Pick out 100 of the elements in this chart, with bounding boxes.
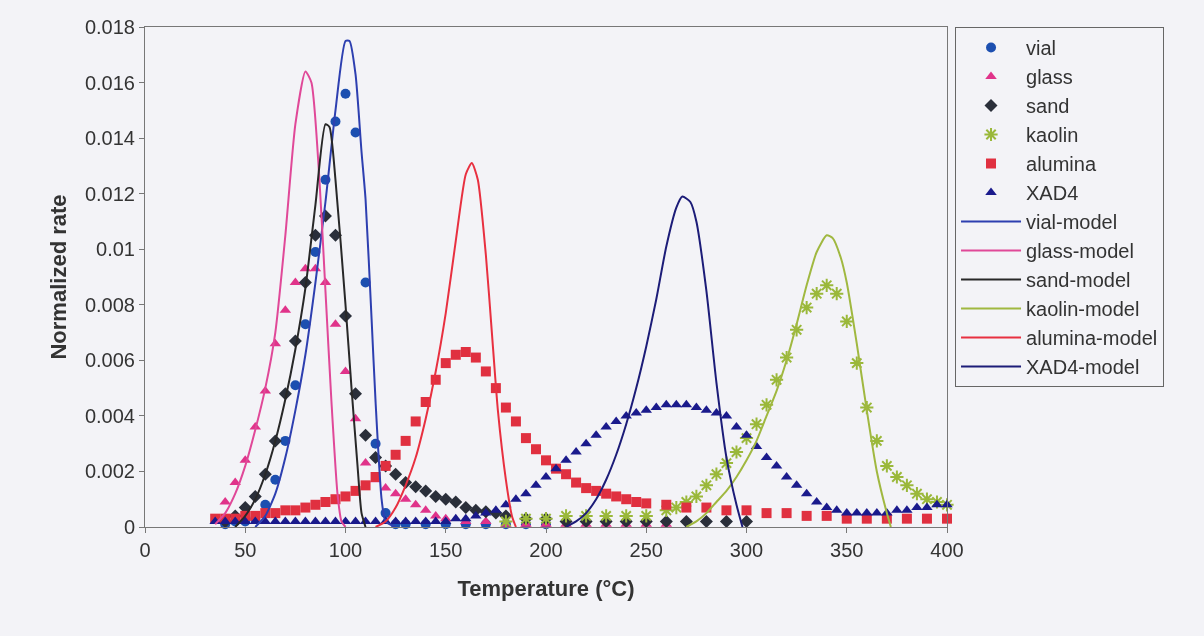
point — [801, 510, 812, 521]
legend-label: kaolin-model — [1026, 298, 1140, 321]
point — [641, 498, 652, 509]
point — [229, 477, 241, 486]
y-axis-title: Normalized rate — [45, 194, 71, 360]
legend-label: vial — [1026, 37, 1057, 60]
y-tick-label: 0.008 — [84, 293, 135, 316]
x-tick-label: 350 — [830, 539, 864, 561]
point — [688, 488, 704, 505]
point — [400, 435, 411, 446]
point — [500, 402, 511, 413]
point — [929, 494, 945, 510]
point — [939, 497, 955, 513]
point — [921, 513, 932, 524]
point — [450, 349, 461, 360]
point — [409, 480, 423, 494]
point — [429, 489, 443, 503]
point — [530, 444, 541, 455]
point — [679, 514, 693, 528]
point — [611, 491, 622, 502]
point — [879, 458, 895, 474]
point — [789, 322, 805, 338]
point — [571, 477, 582, 488]
point — [761, 508, 772, 519]
point — [869, 433, 885, 449]
point — [781, 508, 792, 519]
y-tick-label: 0.012 — [84, 182, 135, 205]
line-series — [374, 162, 517, 527]
legend-label: XAD4-model — [1026, 356, 1140, 379]
point — [728, 444, 745, 460]
legend-label: glass — [1026, 66, 1073, 89]
point — [470, 352, 481, 363]
y-tick-label: 0.004 — [84, 404, 135, 427]
point — [510, 416, 521, 427]
point — [578, 508, 594, 524]
x-tick-label: 250 — [629, 539, 663, 561]
point — [561, 469, 572, 480]
y-tick-label: 0.006 — [84, 349, 135, 372]
point — [821, 510, 832, 521]
x-tick-label: 400 — [930, 539, 964, 561]
point — [459, 501, 473, 515]
point — [558, 508, 574, 524]
point — [419, 484, 433, 498]
point — [638, 508, 654, 524]
point — [320, 497, 331, 507]
point — [460, 347, 471, 357]
point — [758, 397, 775, 413]
point — [270, 508, 281, 519]
point — [719, 514, 733, 528]
point — [340, 491, 351, 502]
x-tick-label: 300 — [729, 539, 764, 561]
point — [440, 358, 451, 369]
legend-label: vial-model — [1026, 211, 1118, 234]
point — [819, 277, 835, 293]
point — [290, 505, 301, 516]
x-tick-label: 200 — [529, 539, 563, 561]
y-tick-label: 0 — [123, 516, 135, 538]
point — [601, 488, 612, 499]
point — [328, 228, 342, 242]
x-axis-title: Temperature (°C) — [457, 575, 635, 601]
point — [901, 513, 912, 524]
x-tick-label: 150 — [429, 539, 463, 561]
y-tick-label: 0.01 — [96, 238, 135, 261]
legend-label: XAD4 — [1026, 182, 1079, 205]
point — [919, 491, 935, 507]
point — [748, 416, 765, 432]
point — [598, 508, 614, 524]
point — [699, 514, 713, 528]
x-tick-label: 100 — [328, 539, 363, 561]
point — [681, 502, 692, 513]
y-tick-label: 0.018 — [84, 16, 135, 38]
point — [439, 492, 453, 506]
point — [839, 313, 855, 330]
point — [909, 486, 925, 502]
point — [621, 494, 632, 505]
point — [741, 505, 752, 516]
point — [618, 508, 634, 524]
point — [581, 483, 592, 494]
point — [659, 514, 673, 528]
legend-label: alumina — [1026, 153, 1097, 176]
point — [631, 497, 642, 507]
point — [809, 286, 825, 302]
point — [708, 466, 725, 482]
point — [829, 286, 845, 302]
point — [740, 514, 753, 528]
point — [480, 366, 491, 377]
legend-label: sand-model — [1026, 269, 1131, 292]
point — [698, 477, 714, 493]
point — [661, 499, 672, 510]
point — [889, 469, 905, 485]
point — [738, 430, 755, 446]
point — [942, 513, 952, 524]
point — [849, 355, 865, 371]
point — [721, 505, 732, 516]
point — [541, 455, 551, 466]
point — [340, 88, 351, 99]
point — [410, 416, 421, 427]
point — [280, 505, 291, 516]
legend-label: sand — [1026, 95, 1070, 118]
y-tick-label: 0.014 — [84, 127, 135, 150]
